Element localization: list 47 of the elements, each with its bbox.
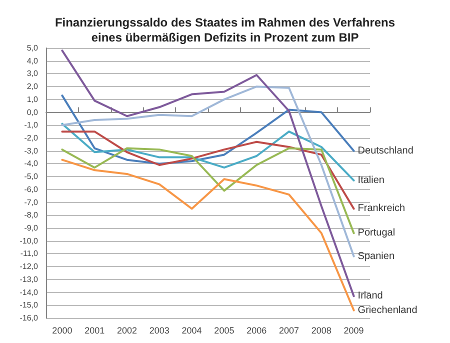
chart-title: Finanzierungssaldo des Staates im Rahmen des Verfahrens eines übermäßigen Defizits in Prozent zum BIP [54, 16, 396, 44]
series-label: Italien [358, 174, 384, 186]
line-series [61, 50, 355, 298]
line-series [61, 158, 355, 312]
y-tick-label: -14,0 [20, 288, 39, 297]
y-tick-label: 3,0 [26, 69, 39, 78]
y-tick-label: -15,0 [20, 300, 39, 310]
y-tick-label: -6,0 [24, 184, 39, 194]
y-tick-label: -13,0 [20, 274, 39, 284]
line-series [61, 130, 355, 210]
y-tick-label: -16,0 [20, 314, 39, 322]
y-tick-label: -2,0 [24, 134, 39, 142]
x-tick-label: 2001 [84, 326, 105, 336]
y-tick-label: -9,0 [24, 224, 39, 232]
series-label: Frankreich [358, 203, 406, 214]
y-tick-label: 4,0 [26, 56, 39, 66]
y-tick-label: 5,0 [26, 44, 39, 52]
x-tick-label: 2000 [52, 326, 72, 336]
series-label: Griechenland [358, 304, 418, 316]
series-label: Spanien [358, 250, 395, 262]
line-series [61, 86, 355, 258]
y-tick-label: -3,0 [24, 146, 39, 156]
y-tick-label: -7,0 [24, 198, 39, 207]
x-tick-label: 2005 [214, 326, 234, 336]
series-label: Irland [358, 290, 383, 302]
x-tick-label: 2008 [311, 326, 332, 336]
y-tick-label: -11,0 [20, 249, 39, 258]
line-series [61, 147, 355, 234]
y-tick-label: -4,0 [24, 159, 39, 168]
x-tick-label: 2006 [246, 326, 267, 336]
series-label: Deutschland [358, 145, 414, 156]
series-label: Portugal [358, 228, 396, 239]
x-tick-label: 2004 [182, 326, 202, 336]
y-tick-label: -8,0 [24, 210, 39, 220]
line-series [61, 122, 355, 182]
line-series [61, 94, 355, 165]
x-tick-label: 2007 [278, 326, 300, 336]
x-tick-label: 2003 [149, 326, 170, 336]
y-tick-label: 2,0 [26, 82, 39, 92]
y-tick-label: -5,0 [24, 172, 39, 182]
y-tick-label: -12,0 [20, 262, 39, 272]
y-tick-label: -1,0 [24, 120, 39, 130]
y-tick-label: -10,0 [20, 236, 39, 246]
x-tick-label: 2009 [344, 326, 364, 336]
y-tick-label: 1,0 [26, 94, 39, 104]
y-tick-label: 0,0 [26, 108, 39, 117]
x-tick-label: 2002 [116, 326, 138, 336]
